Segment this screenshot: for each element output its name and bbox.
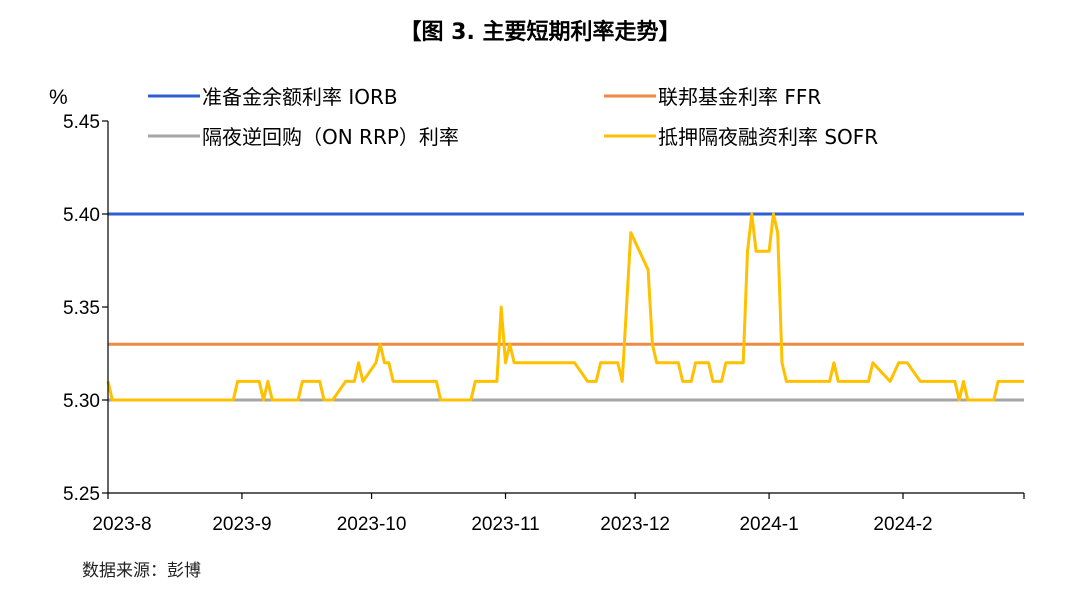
x-tick-label: 2023-9 <box>212 514 271 535</box>
legend-label-sofr: 抵押隔夜融资利率 SOFR <box>658 125 878 149</box>
x-tick-label: 2024-2 <box>873 514 932 535</box>
source-note: 数据来源：彭博 <box>82 561 201 581</box>
axes: 5.25 5.30 5.35 5.40 5.45 2023-8 2023-9 2023-10 2… <box>63 112 1025 535</box>
y-axis-unit-label: % <box>49 86 68 109</box>
legend-label-iorb: 准备金余额利率 IORB <box>202 85 398 109</box>
x-tick-label: 2023-11 <box>471 514 539 535</box>
legend-label-ffr: 联邦基金利率 FFR <box>658 85 821 109</box>
x-tick-label: 2024-1 <box>739 514 798 535</box>
series-line-sofr <box>106 212 1024 402</box>
plot-area <box>106 212 1024 402</box>
x-tick-label: 2023-10 <box>337 514 407 535</box>
legend: 准备金余额利率 IORB 联邦基金利率 FFR 隔夜逆回购（ON RRP）利率 抵押隔… <box>148 85 878 149</box>
y-tick-label: 5.35 <box>63 298 100 319</box>
x-tick-label: 2023-12 <box>600 514 670 535</box>
x-tick-label: 2023-8 <box>92 514 151 535</box>
y-tick-label: 5.45 <box>63 112 100 133</box>
y-tick-label: 5.40 <box>63 205 100 226</box>
y-tick-label: 5.25 <box>63 484 100 505</box>
legend-label-on-rrp: 隔夜逆回购（ON RRP）利率 <box>202 125 459 149</box>
y-tick-label: 5.30 <box>63 391 100 412</box>
chart-title: 【图 3. 主要短期利率走势】 <box>399 20 681 45</box>
